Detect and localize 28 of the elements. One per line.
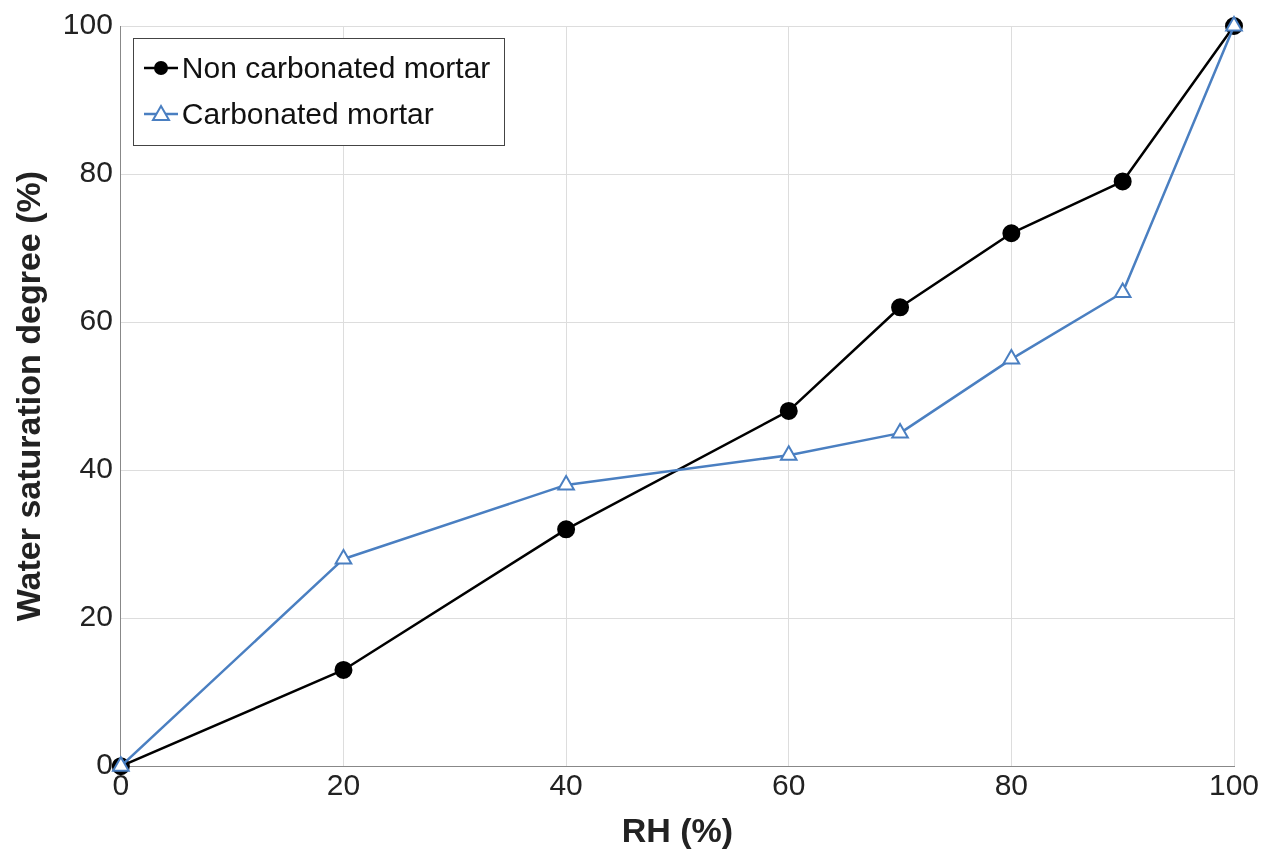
point [1113,172,1132,191]
point [779,445,798,461]
point [334,548,353,565]
y-tick-label: 40 [79,451,113,485]
point [779,401,798,420]
y-tick-label: 80 [79,155,113,189]
point [891,298,910,317]
y-tick-label: 0 [96,747,113,781]
point [891,423,909,439]
legend-label: Non carbonated mortar [181,50,491,86]
y-tick-label: 60 [79,303,113,337]
x-tick-label: 40 [549,768,583,802]
point [1002,224,1021,243]
y-tick-label: 20 [79,599,113,633]
point [334,660,353,679]
point [1113,282,1132,298]
x-tick-label: 20 [326,768,361,802]
y-tick-label: 100 [62,7,113,41]
point [557,520,576,539]
legend-label: Carbonated mortar [181,96,434,132]
x-axis-title: RH (%) [621,810,734,849]
point [112,756,130,772]
x-tick-label: 100 [1208,768,1260,802]
point [1002,349,1021,365]
x-tick-label: 80 [994,768,1029,802]
point [557,474,575,491]
x-tick-label: 60 [772,768,806,802]
y-axis-title: Water saturation degree (%) [8,170,47,622]
